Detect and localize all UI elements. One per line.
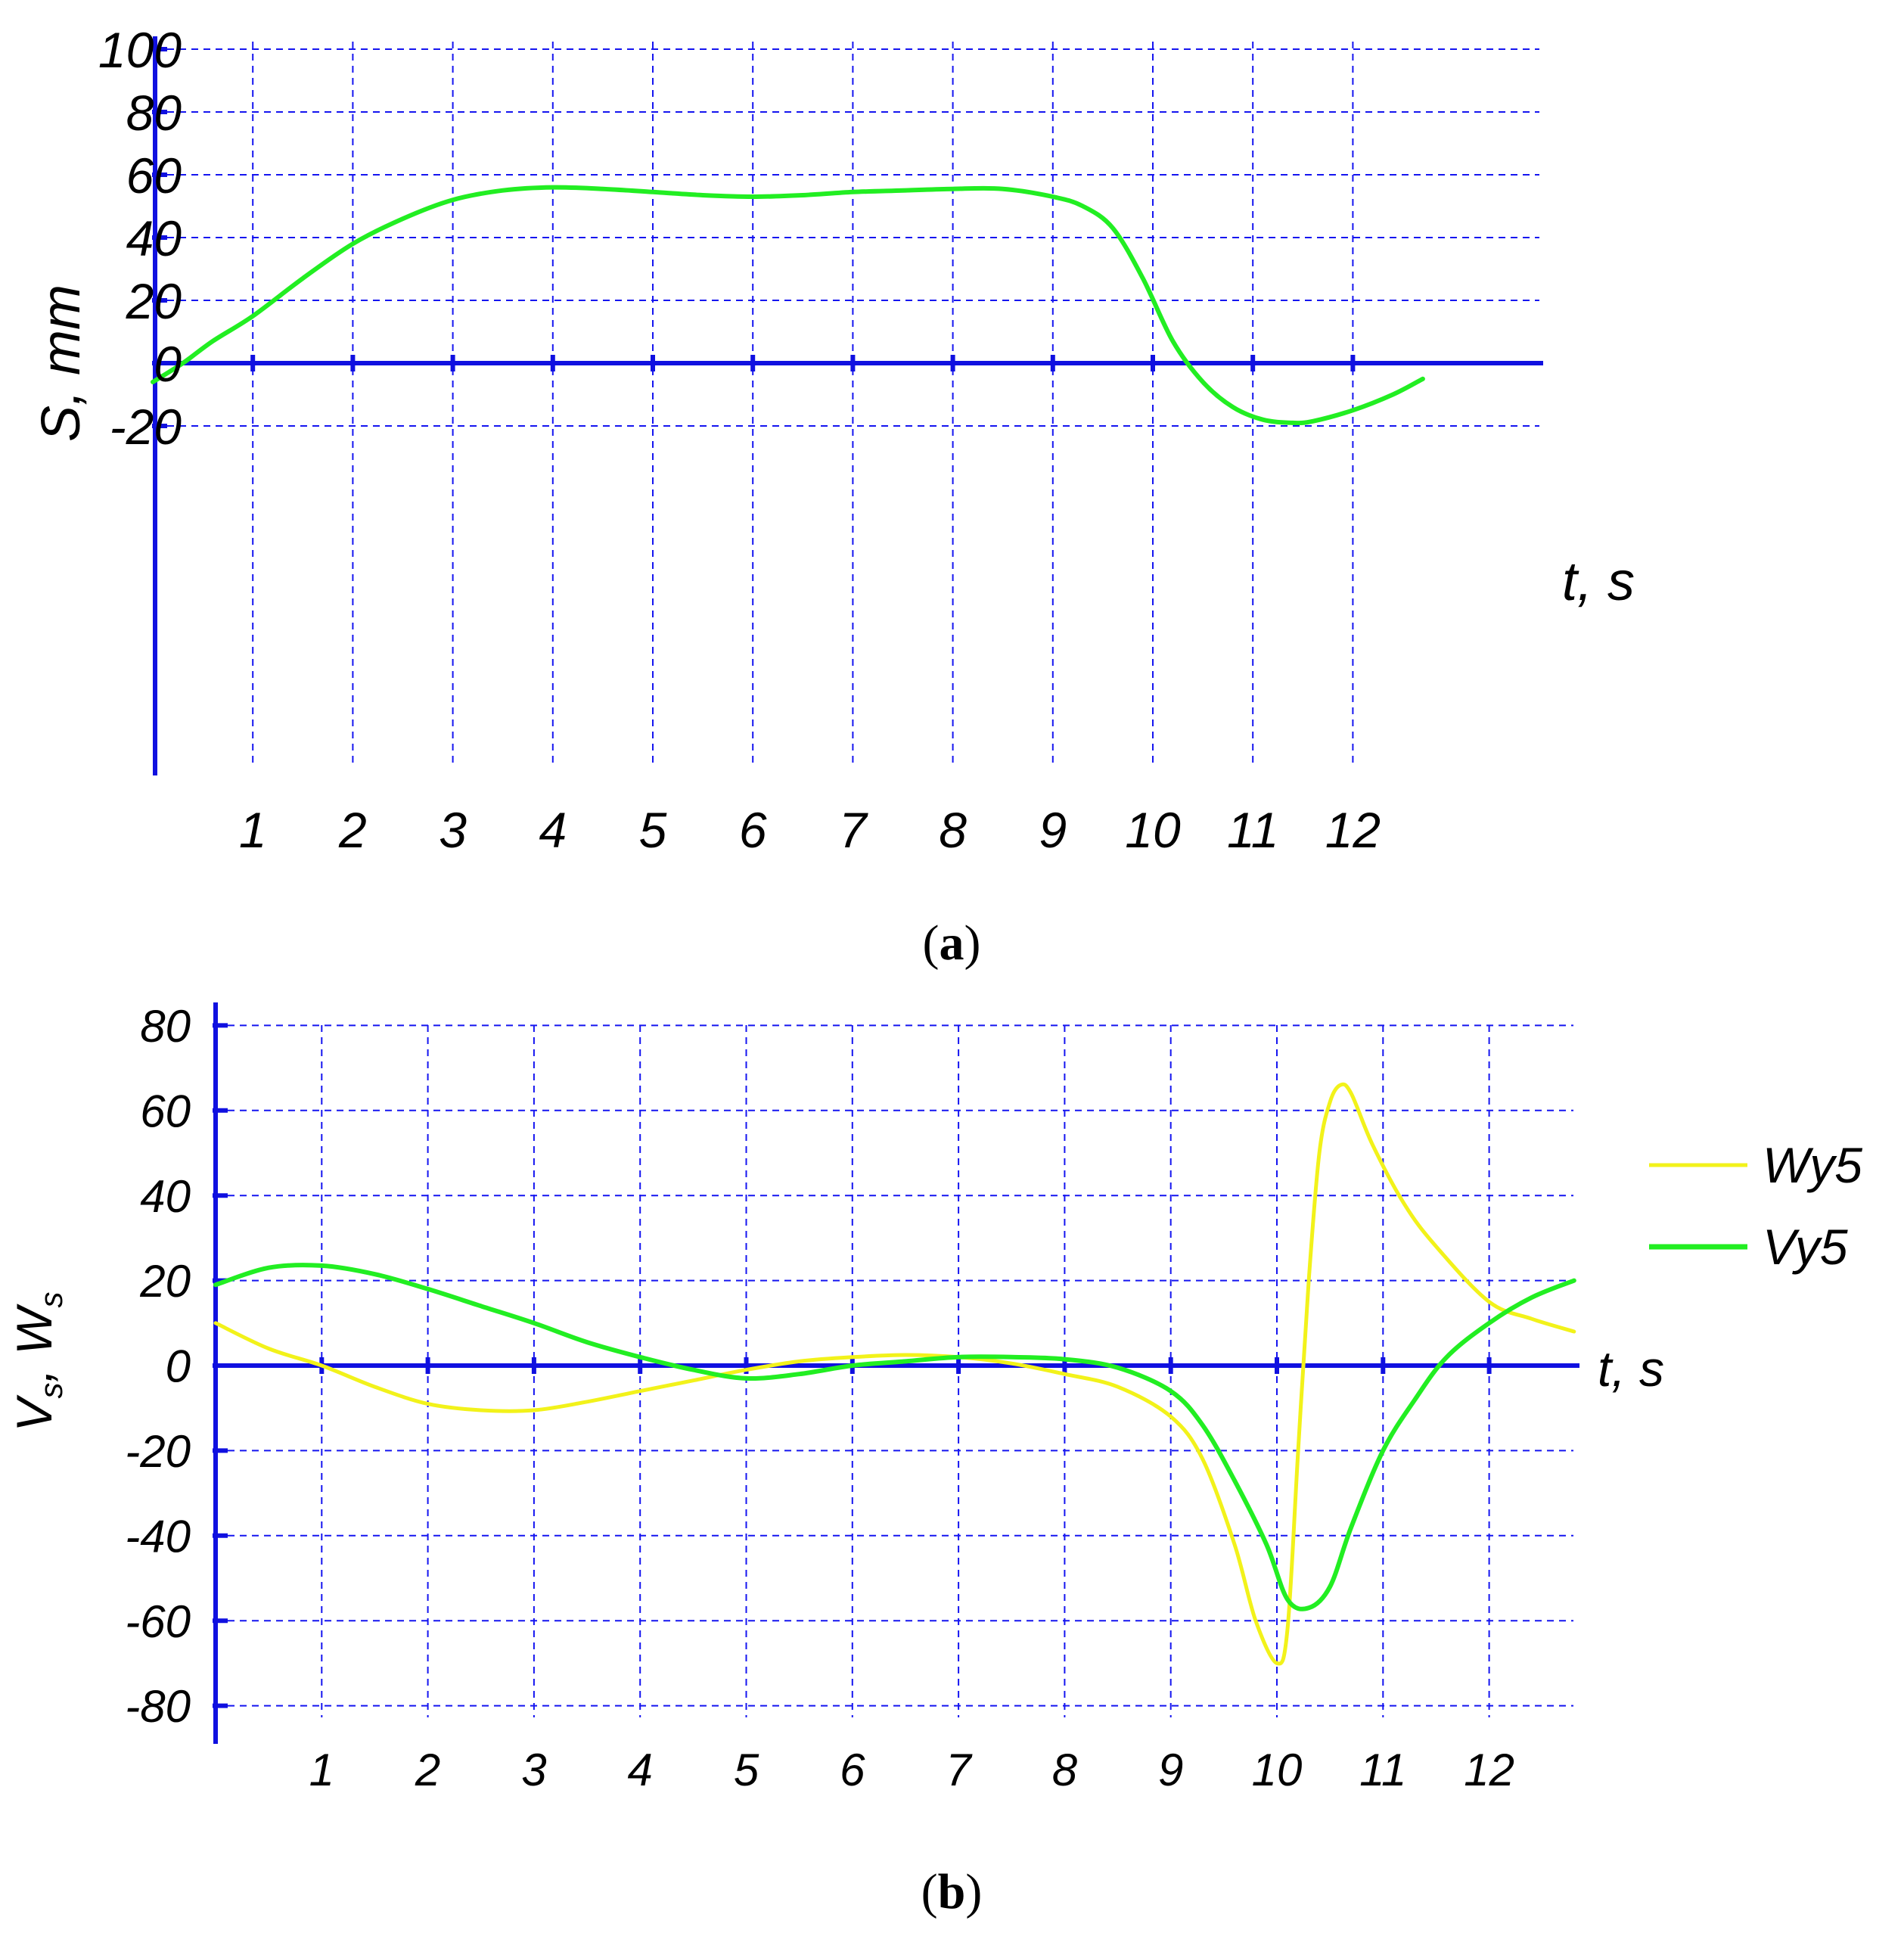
a-x-tick-label-7: 7 (839, 802, 868, 858)
panel-a-caption: (a) (923, 915, 981, 971)
b-x-tick-label-8: 8 (1052, 1745, 1078, 1795)
panel-b-y-axis-title-v-sub: s (33, 1382, 69, 1398)
b-x-tick-label-12: 12 (1464, 1745, 1514, 1795)
a-x-tick-label-12: 12 (1325, 802, 1381, 858)
b-x-tick-label-3: 3 (521, 1745, 546, 1795)
panel-a-x-axis-title: t, s (1562, 552, 1635, 612)
b-y-tick-label-40: 40 (140, 1171, 191, 1222)
a-x-tick-label-4: 4 (539, 802, 567, 858)
panel-b-caption: (b) (921, 1864, 983, 1919)
a-x-tick-label-11: 11 (1227, 802, 1279, 858)
panel-b-y-axis-title-v: V (6, 1394, 62, 1432)
b-x-tick-label-1: 1 (309, 1745, 334, 1795)
b-y-tick-label--40: -40 (125, 1511, 191, 1562)
panel-a-axes (152, 36, 1543, 775)
a-y-tick-label-80: 80 (126, 85, 182, 141)
panel-b-y-axis-title-sep: , (6, 1355, 62, 1383)
b-x-tick-label-5: 5 (734, 1745, 759, 1795)
b-y-tick-label-80: 80 (140, 1001, 191, 1052)
b-y-tick-label--20: -20 (125, 1426, 191, 1477)
a-x-tick-label-10: 10 (1125, 802, 1181, 858)
panel-b-caption-letter: b (938, 1864, 966, 1919)
b-y-tick-label--80: -80 (125, 1681, 191, 1732)
b-y-tick-label--60: -60 (125, 1596, 191, 1647)
b-series-line-vy5 (213, 1263, 1576, 1611)
a-y-tick-label--20: -20 (110, 399, 182, 455)
a-y-tick-label-20: 20 (126, 273, 182, 329)
panel-b-axes (213, 1002, 1579, 1744)
panel-b-y-axis-title: Vs, Ws (6, 1291, 69, 1431)
panel-a-caption-letter: a (940, 915, 964, 971)
panel-b-x-axis-title: t, s (1598, 1341, 1664, 1397)
panel-a-y-axis-title: S, mm (31, 284, 92, 442)
panel-b-lines (213, 1082, 1576, 1666)
a-y-tick-label-40: 40 (126, 210, 182, 266)
panel-b-y-axis-title-w: W (6, 1304, 62, 1355)
panel-a-lines (151, 185, 1425, 426)
panel-b-caption-close: ) (965, 1864, 982, 1919)
a-x-tick-label-6: 6 (739, 802, 767, 858)
a-x-tick-label-2: 2 (338, 802, 367, 858)
b-y-tick-label-20: 20 (139, 1256, 191, 1307)
b-series-line-wy5 (213, 1082, 1576, 1666)
panel-a-caption-close: ) (964, 915, 981, 971)
a-x-tick-label-8: 8 (939, 802, 967, 858)
panel-a-caption-open: ( (923, 915, 940, 971)
a-x-tick-label-9: 9 (1039, 802, 1067, 858)
b-x-tick-label-4: 4 (628, 1745, 653, 1795)
a-y-tick-label-60: 60 (126, 148, 182, 204)
legend-label-vy5: Vy5 (1763, 1219, 1848, 1275)
a-x-tick-label-1: 1 (239, 802, 267, 858)
panel-a-y-axis-title-symbol: S (31, 406, 92, 442)
b-y-tick-label-60: 60 (140, 1086, 191, 1136)
b-x-tick-label-2: 2 (415, 1745, 440, 1795)
b-x-tick-label-7: 7 (946, 1745, 973, 1795)
a-y-tick-label-100: 100 (98, 22, 182, 78)
panel-a-grid (155, 42, 1539, 768)
a-x-tick-label-3: 3 (439, 802, 467, 858)
panel-a-y-axis-title-unit: , mm (31, 284, 92, 406)
panel-b-caption-open: ( (921, 1864, 938, 1919)
a-x-tick-label-5: 5 (639, 802, 667, 858)
b-x-tick-label-11: 11 (1359, 1745, 1406, 1795)
legend-label-wy5: Wy5 (1763, 1137, 1862, 1193)
panel-b-y-axis-title-w-sub: s (33, 1291, 69, 1307)
a-y-tick-label-0: 0 (154, 336, 182, 392)
panel-b-legend: Wy5 Vy5 (1649, 1137, 1862, 1275)
panel-b-grid (216, 1024, 1573, 1717)
b-x-tick-label-6: 6 (840, 1745, 865, 1795)
b-x-tick-label-10: 10 (1252, 1745, 1303, 1795)
a-series-line-s (151, 185, 1425, 426)
b-x-tick-label-9: 9 (1158, 1745, 1183, 1795)
b-y-tick-label-0: 0 (166, 1341, 191, 1392)
